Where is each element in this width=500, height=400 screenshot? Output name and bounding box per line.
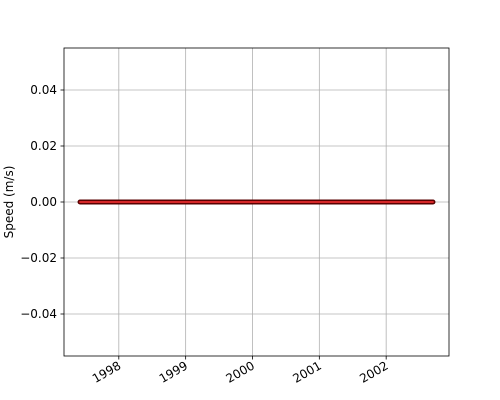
x-tick-label: 2000 [224,358,257,385]
y-tick-label: −0.02 [20,251,57,265]
y-axis-label: Speed (m/s) [2,166,16,239]
x-tick-label: 1998 [90,358,123,385]
plot-frame [63,47,450,357]
x-tick-label: 1999 [157,358,190,385]
y-tick-label: 0.04 [30,83,57,97]
x-tick-label: 2002 [357,358,390,385]
y-tick-label: −0.04 [20,307,57,321]
x-tick-label: 2001 [290,358,323,385]
y-tick-label: 0.02 [30,139,57,153]
y-tick-label: 0.00 [30,195,57,209]
